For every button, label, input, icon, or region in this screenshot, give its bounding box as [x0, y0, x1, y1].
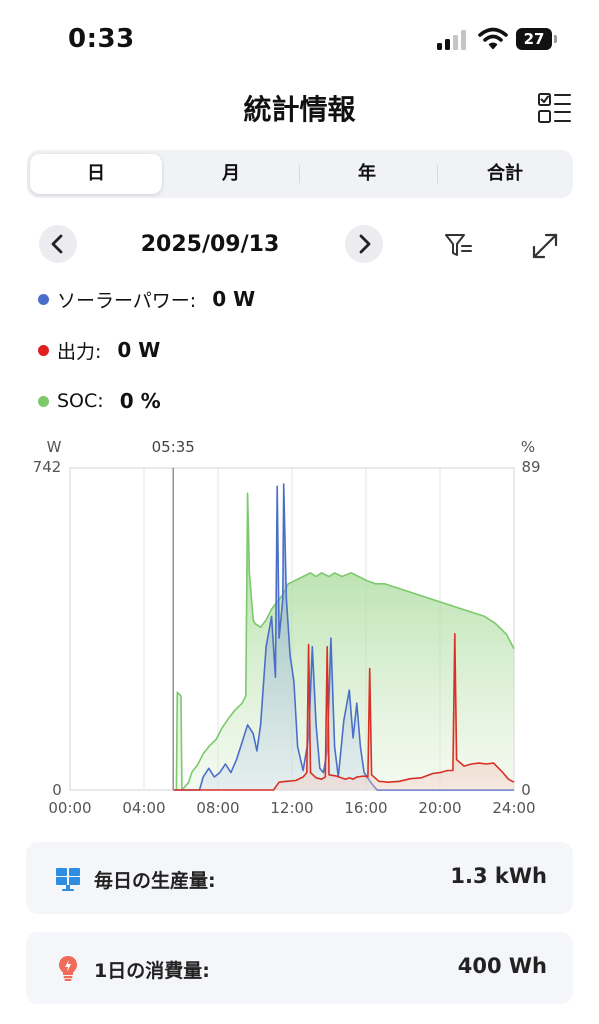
output-value: 0 W — [117, 338, 161, 362]
wifi-icon — [478, 27, 508, 50]
battery-level: 27 — [516, 28, 552, 50]
x-tick-label: 12:00 — [270, 799, 313, 817]
x-tick-label: 04:00 — [122, 799, 165, 817]
legend-output: 出力: 0 W — [38, 335, 160, 365]
tab-year[interactable]: 年 — [358, 163, 376, 184]
daily-consumption-value: 400 Wh — [457, 954, 547, 978]
x-tick-label: 24:00 — [492, 799, 535, 817]
daily-consumption-card: 1日の消費量: 400 Wh — [26, 932, 573, 1004]
right-axis-max-label: 89 — [521, 458, 540, 476]
daily-production-label: 毎日の生産量: — [94, 870, 216, 892]
solar-dot-icon — [38, 293, 49, 305]
checklist-icon[interactable] — [536, 90, 572, 126]
daily-production-card: 毎日の生産量: 1.3 kWh — [26, 842, 573, 914]
filter-icon[interactable] — [444, 231, 474, 261]
series-line — [173, 633, 515, 791]
page-title: 統計情報 — [243, 93, 356, 126]
soc-dot-icon — [38, 395, 49, 407]
period-segmented-control: 日 月 年 合計 — [27, 150, 573, 198]
tab-total[interactable]: 合計 — [487, 163, 523, 184]
series-area — [173, 633, 514, 790]
tab-day[interactable]: 日 — [30, 154, 162, 194]
soc-value: 0 % — [119, 389, 161, 413]
legend-label: ソーラーパワー: — [57, 289, 197, 312]
solar-panel-icon — [56, 868, 80, 891]
x-tick-label: 16:00 — [344, 799, 387, 817]
next-day-button[interactable] — [345, 225, 383, 263]
right-axis-min-label: 0 — [521, 781, 531, 799]
chevron-left-icon — [51, 234, 63, 254]
chevron-right-icon — [359, 234, 371, 254]
status-time: 0:33 — [68, 24, 135, 54]
selected-date[interactable]: 2025/09/13 — [140, 232, 280, 257]
cellular-signal-icon — [437, 30, 466, 50]
left-axis-min-label: 0 — [52, 781, 62, 799]
daily-power-chart[interactable]: 00:00 04:00 08:00 12:00 16:00 20:00 24:00 05:35… — [0, 430, 599, 830]
right-axis-unit: % — [521, 438, 535, 456]
cursor-time-label: 05:35 — [152, 438, 195, 456]
previous-day-button[interactable] — [39, 225, 77, 263]
x-tick-label: 20:00 — [418, 799, 461, 817]
tab-month[interactable]: 月 — [222, 163, 240, 184]
battery-icon: 27 — [516, 28, 558, 50]
series-line — [175, 492, 515, 791]
left-axis-max-label: 742 — [33, 458, 62, 476]
legend-solar-power: ソーラーパワー: 0 W — [38, 284, 255, 314]
x-tick-label: 00:00 — [48, 799, 91, 817]
legend-label: SOC: — [57, 390, 104, 412]
series-line — [173, 483, 514, 791]
daily-consumption-label: 1日の消費量: — [94, 960, 210, 982]
status-bar: 0:33 27 — [0, 0, 599, 80]
output-dot-icon — [38, 344, 49, 356]
lightbulb-icon — [59, 956, 77, 981]
solar-power-value: 0 W — [212, 287, 256, 311]
legend-label: 出力: — [57, 340, 102, 363]
x-tick-label: 08:00 — [196, 799, 239, 817]
left-axis-unit: W — [47, 438, 62, 456]
daily-production-value: 1.3 kWh — [450, 864, 547, 888]
legend-soc: SOC: 0 % — [38, 386, 161, 416]
expand-icon[interactable] — [530, 231, 560, 261]
